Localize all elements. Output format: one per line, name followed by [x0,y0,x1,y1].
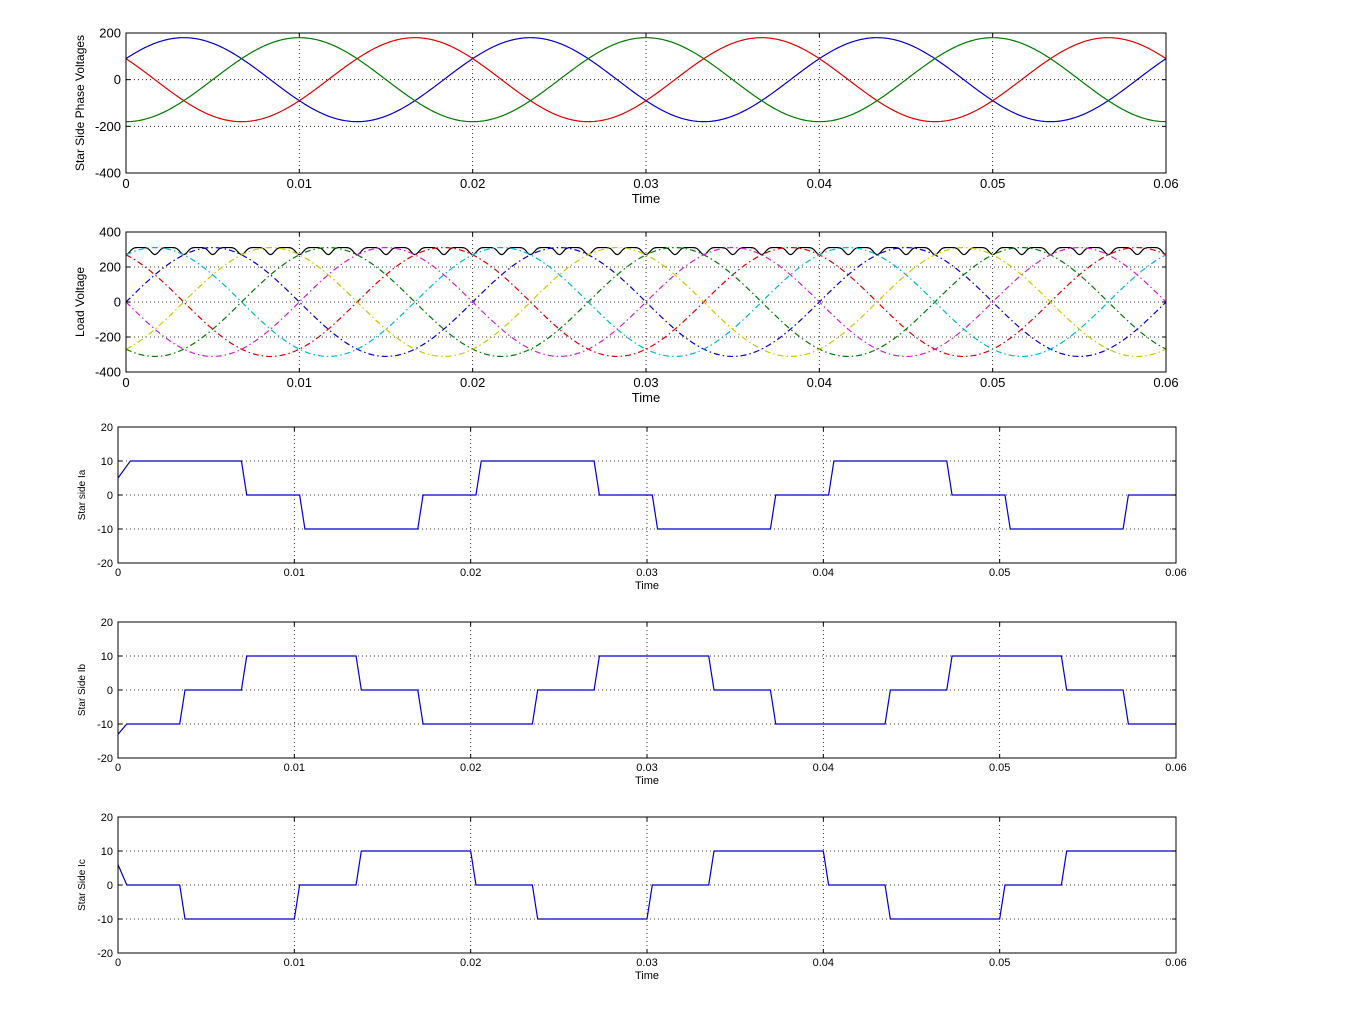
x-tick-label: 0.06 [1165,567,1186,579]
y-axis-label: Star Side Ib [77,663,88,716]
x-tick-label: 0.04 [807,375,832,390]
x-tick-label: 0.01 [284,957,305,969]
x-tick-label: 0.05 [980,375,1005,390]
x-axis-label: Time [635,970,659,982]
y-tick-label: -400 [95,365,121,380]
y-tick-label: -400 [95,166,121,181]
x-tick-label: 0 [115,762,121,774]
x-tick-label: 0.04 [813,762,834,774]
y-tick-label: 10 [101,651,113,663]
y-tick-label: 0 [107,490,113,502]
series-line-magenta [126,246,1166,358]
x-tick-label: 0 [115,957,121,969]
y-tick-label: 400 [99,225,121,240]
chart-panel-5: 0 0.01 0.02 0.03 0.04 0.05 0.06 20 10 0 -10 -20 Time… [77,812,1187,982]
series-line-cyan [126,246,1166,358]
x-tick-label: 0.04 [807,176,832,191]
x-tick-label: 0 [122,176,129,191]
y-axis-label: Star Side Ic [77,859,88,911]
x-tick-label: 0.01 [284,762,305,774]
x-tick-label: 0.02 [460,567,481,579]
x-tick-label: 0 [122,375,129,390]
series-line-blue [118,655,1176,735]
x-axis-label: Time [632,390,660,405]
chart-panel-3: 0 0.01 0.02 0.03 0.04 0.05 0.06 20 10 0 -10 -20 Time… [77,422,1187,592]
x-tick-label: 0.03 [633,375,658,390]
plot-area [126,246,1166,358]
x-tick-label: 0.02 [460,176,485,191]
x-tick-label: 0.03 [636,567,657,579]
x-tick-label: 0.01 [287,176,312,191]
x-axis-label: Time [635,580,659,592]
y-axis-label: Star Side Phase Voltages [73,35,87,171]
plot-area [118,460,1176,530]
series-line-green [126,37,1166,123]
x-tick-label: 0.05 [989,957,1010,969]
x-axis-label: Time [635,775,659,787]
x-tick-label: 0.01 [287,375,312,390]
y-tick-label: -10 [97,914,113,926]
x-tick-label: 0.03 [636,762,657,774]
x-tick-label: 0.06 [1153,176,1178,191]
plot-area [118,655,1176,735]
y-tick-label: 0 [107,880,113,892]
y-tick-label: -20 [97,558,113,570]
y-tick-label: 20 [101,617,113,629]
plot-area [118,850,1176,920]
chart-panel-4: 0 0.01 0.02 0.03 0.04 0.05 0.06 20 10 0 -10 -20 Time… [77,617,1187,787]
series-line-blue [118,850,1176,920]
x-tick-label: 0.06 [1153,375,1178,390]
y-tick-label: 20 [101,812,113,824]
y-tick-label: -200 [95,119,121,134]
y-tick-label: -200 [95,330,121,345]
y-axis-label: Star side Ia [77,469,88,520]
y-tick-label: 10 [101,846,113,858]
x-tick-label: 0.03 [633,176,658,191]
x-tick-label: 0.05 [980,176,1005,191]
chart-panel-1: 0 0.01 0.02 0.03 0.04 0.05 0.06 200 0 -200 -400 Tim… [73,26,1179,206]
y-tick-label: 200 [99,260,121,275]
y-tick-label: 0 [107,685,113,697]
series-line-yellow [126,246,1166,358]
x-tick-label: 0.05 [989,567,1010,579]
x-tick-label: 0.01 [284,567,305,579]
plot-area [126,37,1166,123]
y-tick-label: 0 [114,295,121,310]
x-tick-label: 0.02 [460,957,481,969]
x-tick-label: 0.02 [460,375,485,390]
y-tick-label: 20 [101,422,113,434]
x-tick-label: 0.06 [1165,957,1186,969]
x-tick-label: 0 [115,567,121,579]
y-tick-label: -20 [97,753,113,765]
x-tick-label: 0.05 [989,762,1010,774]
y-tick-label: -10 [97,719,113,731]
x-tick-label: 0.02 [460,762,481,774]
x-tick-label: 0.04 [813,957,834,969]
y-tick-label: -10 [97,524,113,536]
series-line-blue [118,460,1176,530]
y-tick-label: 200 [99,26,121,41]
y-tick-label: -20 [97,948,113,960]
chart-panel-2: 0 0.01 0.02 0.03 0.04 0.05 0.06 400 200 0 -200 -400… [73,225,1179,405]
x-tick-label: 0.06 [1165,762,1186,774]
x-tick-label: 0.03 [636,957,657,969]
x-axis-label: Time [632,191,660,206]
series-line-red [126,37,1166,123]
y-tick-label: 0 [114,72,121,87]
y-axis-label: Load Voltage [73,267,87,337]
x-tick-label: 0.04 [813,567,834,579]
y-tick-label: 10 [101,456,113,468]
